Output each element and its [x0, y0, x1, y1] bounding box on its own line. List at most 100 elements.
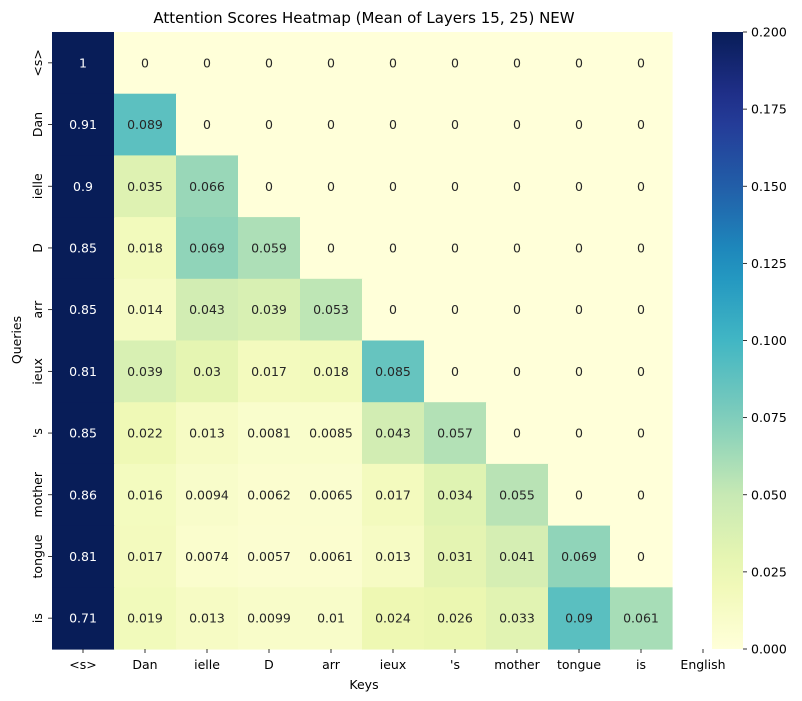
cell-value-label: 1 [79, 55, 87, 70]
cell-value-label: 0.0081 [247, 426, 291, 441]
cell-value-label: 0.039 [127, 364, 163, 379]
cell-value-label: 0 [637, 549, 645, 564]
cell-value-label: 0 [513, 117, 521, 132]
cell-value-label: 0.016 [127, 487, 163, 502]
heatmap-cell [52, 32, 115, 95]
y-tick-label: Dan [30, 112, 45, 137]
cell-value-label: 0 [451, 240, 459, 255]
cell-value-label: 0.0085 [309, 426, 353, 441]
cell-value-label: 0.017 [375, 487, 411, 502]
cell-value-label: 0 [265, 117, 273, 132]
colorbar-tick-label: 0.125 [751, 256, 787, 271]
x-axis-label: Keys [349, 677, 378, 692]
cell-value-label: 0.0065 [309, 487, 353, 502]
cell-value-label: 0 [513, 240, 521, 255]
heatmap-cell [114, 32, 177, 95]
heatmap-cell [300, 340, 363, 403]
cell-value-label: 0.043 [189, 302, 225, 317]
heatmap-cell [300, 278, 363, 342]
y-tick-label: ielle [30, 173, 45, 199]
cell-value-label: 0 [389, 55, 397, 70]
heatmap-cell [238, 32, 301, 95]
heatmap-cell [176, 32, 239, 95]
heatmap-cell [548, 93, 611, 156]
cell-value-label: 0.91 [69, 117, 97, 132]
colorbar-tick-label: 0.025 [751, 564, 787, 579]
cell-value-label: 0.71 [69, 611, 97, 626]
heatmap-cell [424, 402, 487, 465]
cell-value-label: 0 [203, 55, 211, 70]
heatmap-cell [362, 402, 425, 465]
heatmap-cell [300, 217, 363, 280]
cell-value-label: 0.089 [127, 117, 163, 132]
heatmap-cell [176, 217, 239, 280]
cell-value-label: 0 [637, 240, 645, 255]
heatmap-cell [548, 463, 611, 527]
x-tick-label: arr [322, 657, 341, 672]
cell-value-label: 0 [637, 426, 645, 441]
y-tick-label: tongue [30, 534, 45, 578]
heatmap-cell [114, 217, 177, 280]
heatmap-cell [300, 525, 363, 588]
heatmap-cell [238, 155, 301, 218]
cell-value-label: 0 [389, 302, 397, 317]
heatmap-cell [486, 525, 549, 588]
heatmap-cell [362, 217, 425, 280]
cell-value-label: 0 [513, 55, 521, 70]
x-tick-label: ieux [380, 657, 406, 672]
cell-value-label: 0.013 [189, 426, 225, 441]
heatmap-cell [176, 278, 239, 342]
heatmap-cell [362, 155, 425, 218]
heatmap-cell [486, 32, 549, 95]
cell-value-label: 0 [451, 302, 459, 317]
colorbar-tick-label: 0.075 [751, 410, 787, 425]
heatmap-cell [114, 278, 177, 342]
cell-value-label: 0.031 [437, 549, 473, 564]
cell-value-label: 0.09 [565, 611, 593, 626]
cell-value-label: 0 [451, 117, 459, 132]
heatmap-cell [362, 463, 425, 527]
cell-value-label: 0.039 [251, 302, 287, 317]
cell-value-label: 0 [575, 117, 583, 132]
heatmap-cell [548, 587, 611, 650]
cell-value-label: 0.85 [69, 240, 97, 255]
cell-value-label: 0.85 [69, 426, 97, 441]
cell-value-label: 0.81 [69, 364, 97, 379]
x-tick-label: tongue [557, 657, 601, 672]
cell-value-label: 0 [451, 55, 459, 70]
heatmap-cell [486, 587, 549, 650]
heatmap-cell [610, 340, 673, 403]
heatmap-cell [238, 217, 301, 280]
cell-value-label: 0.043 [375, 426, 411, 441]
heatmap-cell [176, 525, 239, 588]
colorbar-tick-label: 0.000 [751, 642, 787, 657]
heatmap-cell [424, 155, 487, 218]
cell-value-label: 0.026 [437, 611, 473, 626]
y-tick-label: <s> [30, 49, 45, 76]
heatmap-cell [52, 463, 115, 527]
heatmap-cell [362, 278, 425, 342]
heatmap-cell [548, 278, 611, 342]
heatmap-cell [114, 402, 177, 465]
heatmap-cell [238, 525, 301, 588]
heatmap-cell [300, 32, 363, 95]
heatmap-cell [238, 587, 301, 650]
cell-value-label: 0.019 [127, 611, 163, 626]
colorbar [712, 32, 743, 649]
heatmap-cell [114, 525, 177, 588]
heatmap-cell [114, 340, 177, 403]
heatmap-cell [300, 463, 363, 527]
heatmap-cell [114, 463, 177, 527]
x-tick-label: is [636, 657, 646, 672]
cell-value-label: 0 [327, 240, 335, 255]
cell-value-label: 0.0057 [247, 549, 291, 564]
cell-value-label: 0 [513, 426, 521, 441]
y-tick-label: ieux [30, 358, 45, 384]
cell-value-label: 0 [389, 179, 397, 194]
cell-value-label: 0.0061 [309, 549, 353, 564]
cell-value-label: 0 [327, 55, 335, 70]
cell-value-label: 0.0062 [247, 487, 291, 502]
heatmap-cell [486, 217, 549, 280]
heatmap-cell [424, 217, 487, 280]
cell-value-label: 0.9 [73, 179, 93, 194]
